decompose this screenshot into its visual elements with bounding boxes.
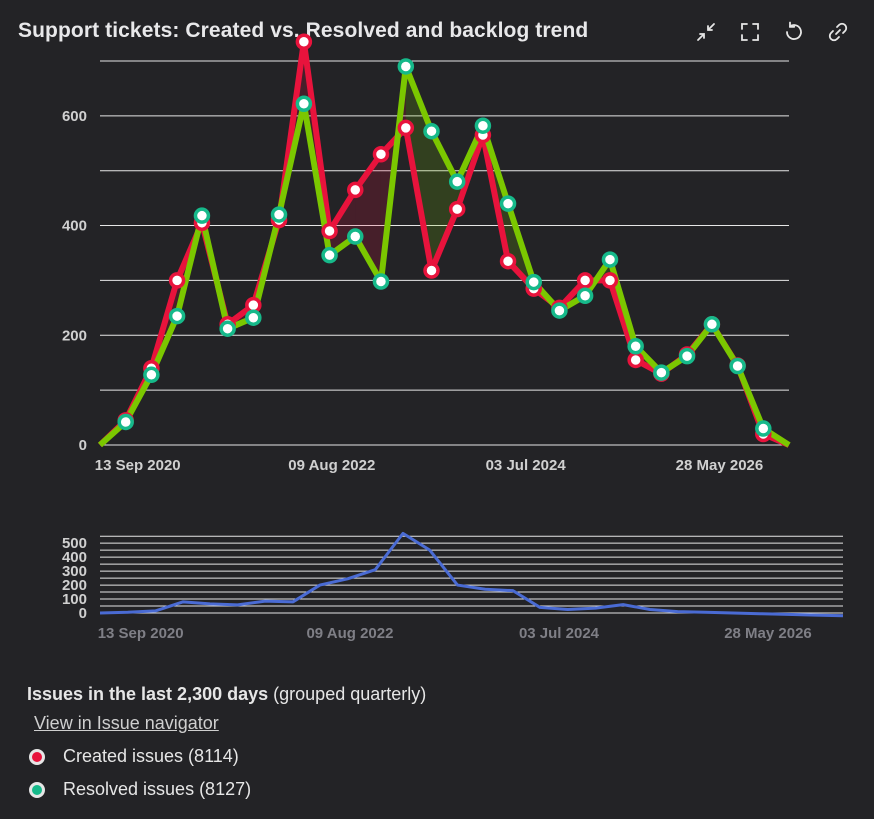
summary-title: Issues in the last 2,300 days bbox=[27, 684, 269, 704]
legend-created-label: Created issues (8114) bbox=[63, 746, 239, 766]
resolved-point bbox=[143, 366, 160, 384]
resolved-point bbox=[245, 309, 262, 326]
resolved-point bbox=[397, 58, 415, 75]
difference-band bbox=[380, 66, 406, 282]
nav-y-tick-label: 400 bbox=[62, 549, 87, 566]
y-tick-label: 200 bbox=[62, 327, 87, 344]
nav-x-tick-label: 09 Aug 2022 bbox=[306, 625, 393, 642]
nav-y-tick-label: 100 bbox=[62, 591, 87, 608]
resolved-point bbox=[219, 320, 236, 337]
created-point bbox=[576, 272, 594, 289]
toolbar bbox=[694, 20, 850, 44]
resolved-point bbox=[448, 173, 466, 190]
nav-x-tick-label: 28 May 2026 bbox=[724, 625, 812, 642]
resolved-point bbox=[474, 117, 492, 134]
resolved-point bbox=[423, 122, 440, 140]
resolved-point bbox=[551, 302, 568, 319]
x-tick-label: 13 Sep 2020 bbox=[95, 457, 181, 474]
created-point bbox=[168, 272, 186, 289]
resolved-point bbox=[372, 273, 390, 290]
resolved-point bbox=[321, 246, 338, 264]
issues-summary: Issues in the last 2,300 days (grouped q… bbox=[27, 684, 426, 705]
nav-x-tick-label: 13 Sep 2020 bbox=[98, 625, 184, 642]
resolved-point bbox=[703, 316, 721, 333]
nav-y-tick-label: 0 bbox=[79, 605, 87, 622]
created-point bbox=[601, 272, 619, 289]
nav-y-tick-label: 200 bbox=[62, 577, 87, 594]
resolved-point bbox=[678, 347, 696, 365]
resolved-point bbox=[627, 338, 644, 355]
legend-resolved-label: Resolved issues (8127) bbox=[63, 779, 252, 799]
resolved-point bbox=[168, 307, 186, 325]
resolved-marker-icon bbox=[29, 781, 45, 798]
created-marker-icon bbox=[29, 748, 45, 765]
resolved-point bbox=[729, 357, 746, 375]
resolved-point bbox=[295, 95, 313, 113]
resolved-point bbox=[525, 273, 542, 291]
refresh-icon[interactable] bbox=[782, 20, 806, 44]
x-tick-label: 03 Jul 2024 bbox=[486, 457, 567, 474]
chart-title: Support tickets: Created vs. Resolved an… bbox=[18, 19, 589, 42]
main-chart: 0 200 400 600 13 Sep 2020 09 Aug 2022 03 Jul 2… bbox=[62, 33, 791, 474]
created-point bbox=[448, 200, 466, 218]
created-point bbox=[295, 33, 313, 51]
link-icon[interactable] bbox=[826, 20, 850, 44]
resolved-point bbox=[499, 195, 517, 212]
nav-y-tick-label: 500 bbox=[62, 535, 87, 552]
resolved-point bbox=[601, 251, 619, 268]
resolved-point bbox=[755, 420, 772, 437]
x-tick-label: 09 Aug 2022 bbox=[288, 457, 375, 474]
created-point bbox=[372, 145, 390, 163]
collapse-icon[interactable] bbox=[694, 20, 718, 44]
resolved-point bbox=[347, 228, 364, 245]
summary-grouping: (grouped quarterly) bbox=[273, 684, 427, 704]
y-tick-label: 0 bbox=[79, 437, 87, 454]
created-series-line bbox=[97, 38, 791, 448]
legend: Issues in the last 2,300 days (grouped q… bbox=[27, 684, 426, 800]
nav-x-tick-label: 03 Jul 2024 bbox=[519, 625, 600, 642]
resolved-point bbox=[653, 364, 670, 381]
created-point bbox=[347, 181, 364, 199]
created-point bbox=[397, 119, 415, 137]
resolved-point bbox=[193, 207, 211, 224]
created-point bbox=[627, 351, 644, 369]
resolved-point bbox=[576, 287, 594, 305]
legend-item-created[interactable]: Created issues (8114) bbox=[27, 746, 426, 767]
issue-navigator-link[interactable]: View in Issue navigator bbox=[34, 713, 219, 733]
y-tick-label: 400 bbox=[62, 218, 87, 235]
legend-item-resolved[interactable]: Resolved issues (8127) bbox=[27, 779, 426, 800]
resolved-point bbox=[117, 413, 134, 431]
created-point bbox=[321, 222, 338, 240]
nav-y-tick-label: 300 bbox=[62, 563, 87, 580]
difference-band bbox=[431, 131, 458, 271]
backlog-series-line bbox=[99, 531, 844, 618]
created-point bbox=[499, 252, 517, 270]
fullscreen-icon[interactable] bbox=[738, 20, 762, 44]
x-tick-label: 28 May 2026 bbox=[676, 457, 764, 474]
created-point bbox=[423, 262, 440, 279]
y-tick-label: 600 bbox=[62, 108, 87, 125]
resolved-point bbox=[270, 206, 288, 223]
resolved-series-line bbox=[97, 63, 791, 448]
